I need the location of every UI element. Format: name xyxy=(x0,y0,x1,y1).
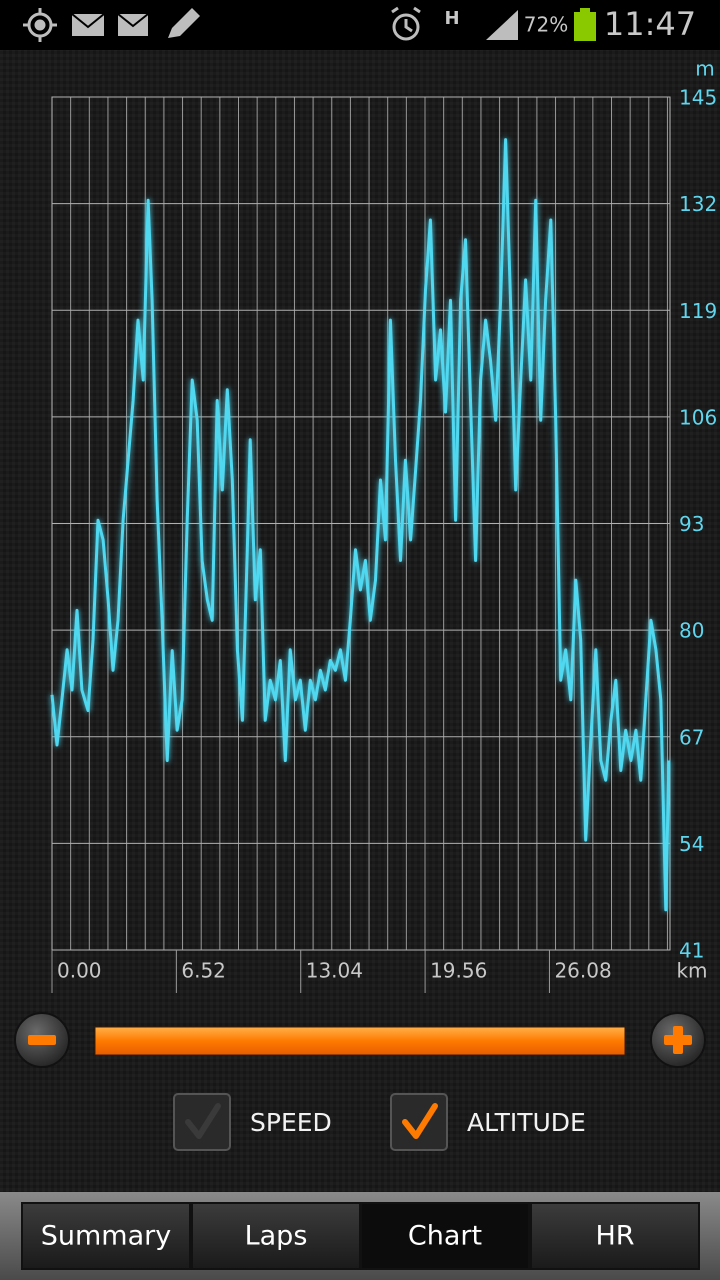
tab-label[interactable]: Laps xyxy=(245,1221,308,1252)
y-tick-label: 80 xyxy=(679,619,704,643)
battery-percent: 72% xyxy=(524,13,568,37)
network-type: H xyxy=(444,8,459,29)
tab[interactable] xyxy=(191,1202,361,1270)
toggle-label[interactable]: SPEED xyxy=(250,1108,332,1137)
zoom-slider[interactable] xyxy=(94,1026,626,1056)
zoom-out-button[interactable] xyxy=(14,1012,70,1068)
x-tick-label: 0.00 xyxy=(57,959,102,983)
y-tick-label: 132 xyxy=(679,192,717,216)
checkmark xyxy=(402,1103,438,1139)
y-tick-label: 106 xyxy=(679,405,717,429)
tab[interactable] xyxy=(21,1202,191,1270)
altitude-line xyxy=(50,138,671,912)
x-tick-label: 13.04 xyxy=(306,959,363,983)
y-tick-label: 41 xyxy=(679,939,704,963)
toggle-label[interactable]: ALTITUDE xyxy=(467,1108,586,1137)
y-tick-label: 145 xyxy=(679,86,717,110)
tabs: Summary Laps Chart HR xyxy=(21,1202,700,1270)
checkbox[interactable] xyxy=(390,1093,448,1151)
x-unit: km xyxy=(676,959,707,983)
y-tick-label: 67 xyxy=(679,725,704,749)
y-unit: m xyxy=(695,57,714,81)
toggles: SPEED ALTITUDE xyxy=(173,1093,586,1151)
tab-label[interactable]: Chart xyxy=(408,1221,482,1252)
status-icons xyxy=(23,6,596,42)
y-tick-label: 119 xyxy=(679,299,717,323)
checkmark xyxy=(185,1103,221,1139)
tab-label[interactable]: HR xyxy=(595,1221,634,1252)
tab[interactable] xyxy=(530,1202,700,1270)
background xyxy=(0,50,720,1192)
x-tick-label: 19.56 xyxy=(430,959,487,983)
y-tick-label: 54 xyxy=(679,832,704,856)
x-tick-label: 6.52 xyxy=(181,959,226,983)
chart: 41 54 67 80 93 106 119 132 145 0.00 6.52 13.04 19.56… xyxy=(50,57,717,993)
checkbox[interactable] xyxy=(173,1093,231,1151)
x-tick-label: 26.08 xyxy=(554,959,611,983)
tab-label[interactable]: Summary xyxy=(41,1221,171,1252)
tab[interactable] xyxy=(360,1202,530,1270)
zoom-in-button[interactable] xyxy=(650,1012,706,1068)
y-tick-label: 93 xyxy=(679,512,704,536)
clock: 11:47 xyxy=(604,5,696,43)
